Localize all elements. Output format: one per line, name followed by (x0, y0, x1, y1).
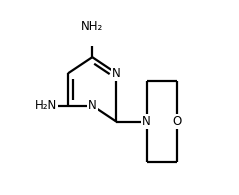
Text: N: N (142, 115, 151, 128)
Text: NH₂: NH₂ (81, 20, 103, 33)
Text: O: O (172, 115, 182, 128)
Text: H₂N: H₂N (35, 99, 57, 112)
Text: N: N (88, 99, 97, 112)
Text: N: N (112, 67, 121, 80)
